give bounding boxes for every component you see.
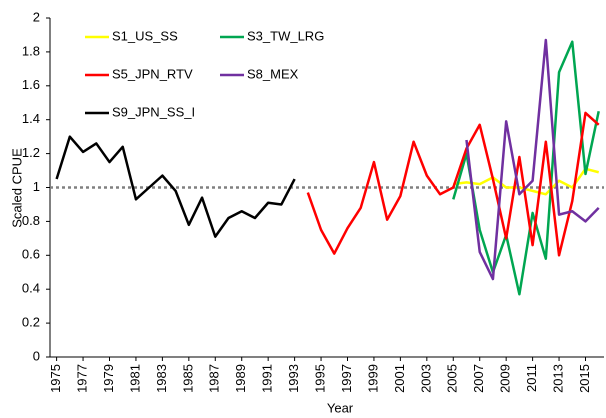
y-tick-label: 0.4 (22, 281, 40, 296)
y-axis-title: Scaled CPUE (9, 148, 24, 228)
x-tick-label: 2003 (418, 364, 433, 393)
legend-label: S1_US_SS (112, 28, 178, 43)
x-tick-label: 1985 (180, 364, 195, 393)
x-tick-label: 1975 (48, 364, 63, 393)
x-tick-label: 2015 (577, 364, 592, 393)
x-tick-label: 1997 (339, 364, 354, 393)
legend-label: S9_JPN_SS_I (112, 104, 195, 119)
x-tick-label: 2009 (498, 364, 513, 393)
y-tick-label: 0.2 (22, 315, 40, 330)
y-tick-label: 0.6 (22, 247, 40, 262)
series-line (55, 135, 296, 238)
series-line (306, 111, 600, 257)
y-tick-label: 1.4 (22, 111, 40, 126)
series-line (465, 38, 600, 281)
x-tick-label: 1987 (207, 364, 222, 393)
x-tick-label: 1991 (260, 364, 275, 393)
legend-label: S5_JPN_RTV (112, 66, 193, 81)
y-tick-label: 0.8 (22, 213, 40, 228)
x-tick-label: 2005 (445, 364, 460, 393)
x-tick-label: 2013 (550, 364, 565, 393)
x-tick-label: 1981 (127, 364, 142, 393)
x-tick-label: 1989 (233, 364, 248, 393)
x-tick-label: 1977 (74, 364, 89, 393)
legend-label: S8_MEX (247, 66, 299, 81)
x-tick-label: 1993 (286, 364, 301, 393)
x-axis-title: Year (327, 400, 354, 415)
x-tick-label: 2001 (392, 364, 407, 393)
x-tick-label: 2011 (524, 364, 539, 392)
y-tick-label: 0 (33, 348, 40, 363)
x-tick-label: 2007 (471, 364, 486, 393)
x-tick-label: 1979 (101, 364, 116, 393)
y-tick-label: 1.6 (22, 77, 40, 92)
legend-label: S3_TW_LRG (247, 28, 324, 43)
x-tick-label: 1995 (312, 364, 327, 393)
x-tick-label: 1999 (365, 364, 380, 393)
y-tick-label: 2 (33, 9, 40, 24)
series-line (452, 40, 600, 296)
y-tick-label: 1 (33, 179, 40, 194)
x-tick-label: 1983 (154, 364, 169, 393)
y-tick-label: 1.8 (22, 43, 40, 58)
y-tick-label: 1.2 (22, 145, 40, 160)
